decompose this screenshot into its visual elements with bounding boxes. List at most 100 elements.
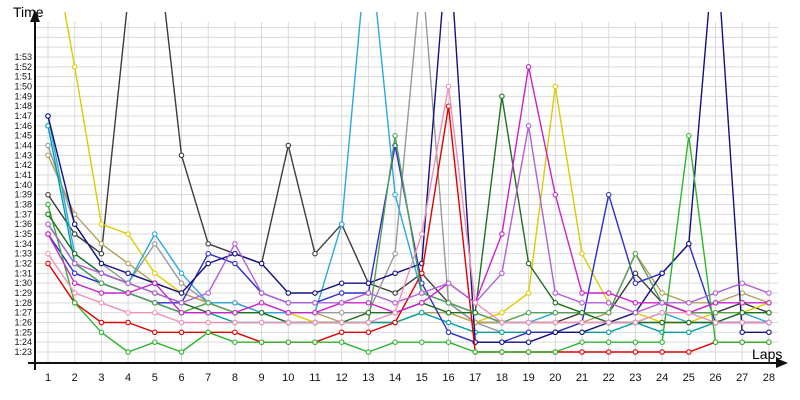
- data-point-violet: [712, 290, 719, 296]
- x-axis-arrow-icon: [776, 358, 788, 368]
- data-point-sea-green: [445, 300, 452, 306]
- data-point-navy: [579, 329, 585, 336]
- data-point-violet: [232, 241, 238, 247]
- x-tick-label: 13: [362, 372, 374, 384]
- data-point-violet: [605, 300, 612, 306]
- y-tick-label: 1:40: [14, 180, 32, 190]
- x-tick-label: 23: [629, 372, 641, 384]
- data-point-violet: [392, 300, 398, 306]
- data-point-navy: [686, 241, 692, 247]
- data-point-navy: [499, 339, 505, 345]
- data-point-magenta: [178, 309, 185, 316]
- x-tick-label: 1: [45, 372, 51, 384]
- x-tick-label: 10: [282, 372, 294, 384]
- data-point-green: [525, 349, 532, 355]
- data-point-pink: [419, 231, 425, 237]
- data-point-pink: [632, 319, 639, 326]
- data-point-blue: [205, 250, 211, 257]
- data-point-pink: [392, 309, 398, 316]
- data-point-navy: [392, 270, 398, 277]
- y-tick-label: 1:44: [14, 141, 32, 151]
- x-tick-label: 11: [309, 372, 320, 384]
- data-point-magenta: [632, 300, 639, 306]
- data-point-teal: [605, 329, 612, 336]
- data-point-green: [392, 339, 398, 345]
- data-point-green: [125, 349, 131, 355]
- data-point-magenta: [205, 309, 211, 316]
- x-tick-label: 5: [152, 372, 158, 384]
- data-point-yellow: [579, 250, 585, 257]
- data-point-magenta: [71, 280, 78, 286]
- data-point-blue: [338, 290, 345, 296]
- data-point-navy: [98, 260, 105, 267]
- data-point-violet: [365, 290, 372, 296]
- data-point-blue: [232, 260, 238, 267]
- y-tick-label: 1:33: [14, 249, 32, 259]
- data-point-green: [766, 339, 772, 345]
- x-tick-label: 7: [205, 372, 211, 384]
- data-point-green: [312, 339, 318, 345]
- series-line-green: [47, 134, 769, 353]
- data-point-pink: [659, 309, 665, 316]
- data-point-green: [579, 339, 585, 345]
- data-point-violet: [312, 300, 318, 306]
- data-point-magenta: [712, 300, 719, 306]
- data-point-teal: [499, 329, 505, 336]
- y-tick-label: 1:42: [14, 160, 32, 170]
- y-tick-label: 1:35: [14, 229, 32, 239]
- data-point-dark-green: [472, 309, 478, 316]
- data-point-dark-green: [45, 211, 51, 218]
- data-point-navy: [766, 329, 772, 336]
- data-point-sea-green: [392, 132, 398, 139]
- x-tick-label: 3: [98, 372, 104, 384]
- y-tick-label: 1:38: [14, 200, 32, 210]
- data-point-yellow: [71, 64, 78, 70]
- y-axis-title: Time: [13, 4, 44, 20]
- x-tick-labels: 1 2 3 4 5 6 7 8 9 10 11 12 13 14 15 16 17 18 19 20 21 22 23 24 2…: [45, 372, 775, 384]
- data-point-sea-green: [552, 309, 559, 316]
- data-point-green: [632, 339, 639, 345]
- x-tick-label: 19: [522, 372, 534, 384]
- data-point-pink: [445, 83, 452, 90]
- data-point-violet: [152, 290, 158, 296]
- data-point-violet: [445, 280, 452, 286]
- x-tick-label: 24: [656, 372, 668, 384]
- data-point-pink: [338, 319, 345, 326]
- data-point-red: [632, 349, 639, 355]
- data-point-dark-green: [766, 309, 772, 316]
- data-point-pink: [152, 309, 158, 316]
- data-point-dark-green: [499, 93, 505, 100]
- data-point-magenta: [98, 290, 105, 296]
- data-point-teal: [686, 329, 692, 336]
- data-point-green: [686, 132, 692, 139]
- x-tick-label: 20: [549, 372, 561, 384]
- data-point-dark-green: [365, 309, 372, 316]
- data-point-green: [205, 329, 211, 336]
- x-tick-label: 9: [259, 372, 265, 384]
- data-point-navy: [232, 250, 238, 257]
- data-point-navy: [365, 280, 372, 286]
- data-point-violet: [98, 270, 105, 277]
- data-point-cyan: [392, 191, 398, 198]
- data-point-blue: [605, 191, 612, 198]
- data-point-sea-green: [632, 250, 639, 257]
- data-point-violet: [258, 290, 265, 296]
- data-point-green: [258, 339, 265, 345]
- data-point-pink: [499, 319, 505, 326]
- y-tick-label: 1:32: [14, 259, 32, 269]
- data-point-yellow: [499, 309, 505, 316]
- data-point-magenta: [232, 309, 238, 316]
- data-point-green: [45, 201, 51, 208]
- y-tick-label: 1:28: [14, 298, 32, 308]
- x-tick-label: 15: [416, 372, 428, 384]
- data-point-magenta: [525, 64, 532, 70]
- data-point-navy: [739, 329, 745, 336]
- data-point-red: [98, 319, 105, 326]
- data-point-black: [98, 250, 105, 257]
- data-point-gray: [178, 280, 185, 286]
- data-point-green: [178, 349, 185, 355]
- data-point-pink: [525, 319, 532, 326]
- data-point-blue: [71, 270, 78, 277]
- data-point-dark-green: [739, 309, 745, 316]
